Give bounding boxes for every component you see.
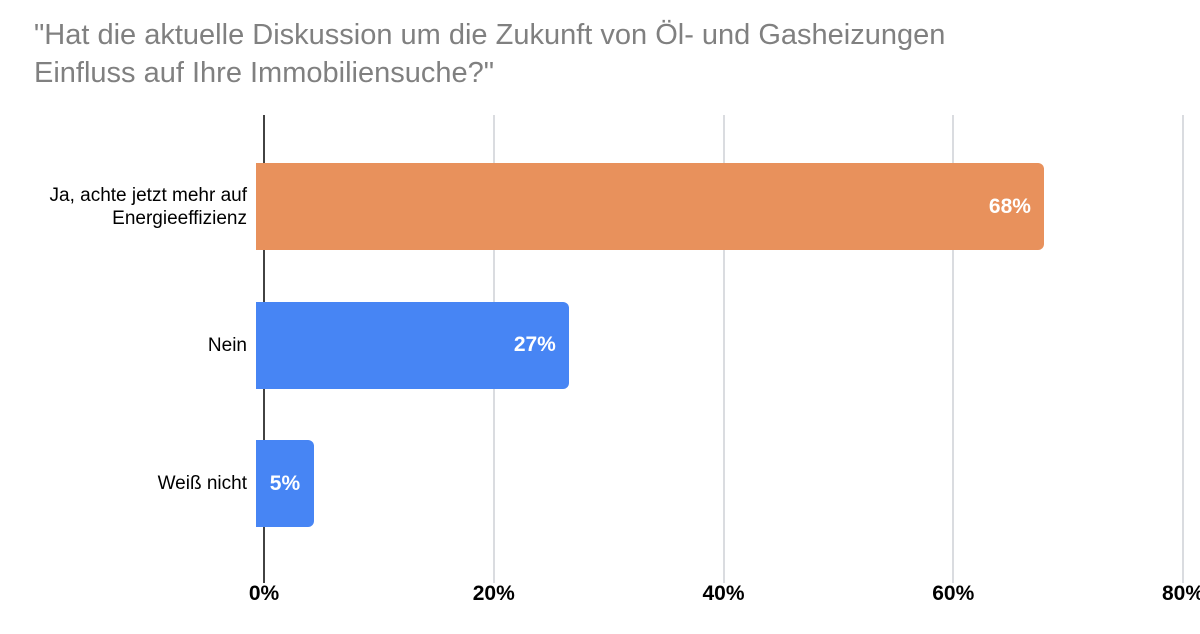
category-label: Weiß nicht — [157, 473, 247, 494]
x-axis-tick-label: 80% — [1161, 582, 1200, 605]
bar-zone: 68% — [256, 163, 1183, 250]
bar-rows: Ja, achte jetzt mehr auf Energieeffizien… — [0, 115, 1183, 575]
gridline-80pct — [1182, 115, 1184, 583]
bar-row-energieeffizienz: Ja, achte jetzt mehr auf Energieeffizien… — [0, 163, 1183, 250]
x-axis-tick-label: 60% — [932, 582, 975, 605]
gridline-60pct — [952, 115, 955, 583]
x-axis: 0% 20% 40% 60% 80% — [249, 582, 1200, 610]
value-label: 5% — [269, 471, 301, 495]
bar-row-weiss-nicht: Weiß nicht 5% — [0, 440, 1183, 527]
bar-zone: 5% — [256, 440, 1183, 527]
bar-nein: 27% — [256, 301, 569, 389]
bar-zone: 27% — [256, 301, 1183, 389]
chart-title-line-1: "Hat die aktuelle Diskussion um die Zuku… — [34, 19, 946, 51]
x-axis-tick-label: 40% — [702, 582, 745, 605]
category-label: Ja, achte jetzt mehr auf Energieeffizien… — [49, 184, 248, 229]
category-label: Nein — [207, 334, 247, 356]
value-label: 27% — [513, 333, 556, 356]
value-label: 68% — [988, 194, 1031, 218]
chart-title-line-2: Einfluss auf Ihre Immobiliensuche?" — [34, 57, 495, 89]
chart-title: "Hat die aktuelle Diskussion um die Zuku… — [34, 16, 945, 92]
gridline-40pct — [722, 115, 725, 583]
x-axis-tick-label: 20% — [472, 582, 515, 605]
bar-row-nein: Nein 27% — [0, 301, 1183, 389]
x-axis-tick-label: 0% — [248, 582, 280, 605]
bar-energieeffizienz: 68% — [256, 163, 1044, 250]
plot-area: Ja, achte jetzt mehr auf Energieeffizien… — [0, 115, 1184, 583]
bar-weiss-nicht: 5% — [256, 440, 314, 527]
